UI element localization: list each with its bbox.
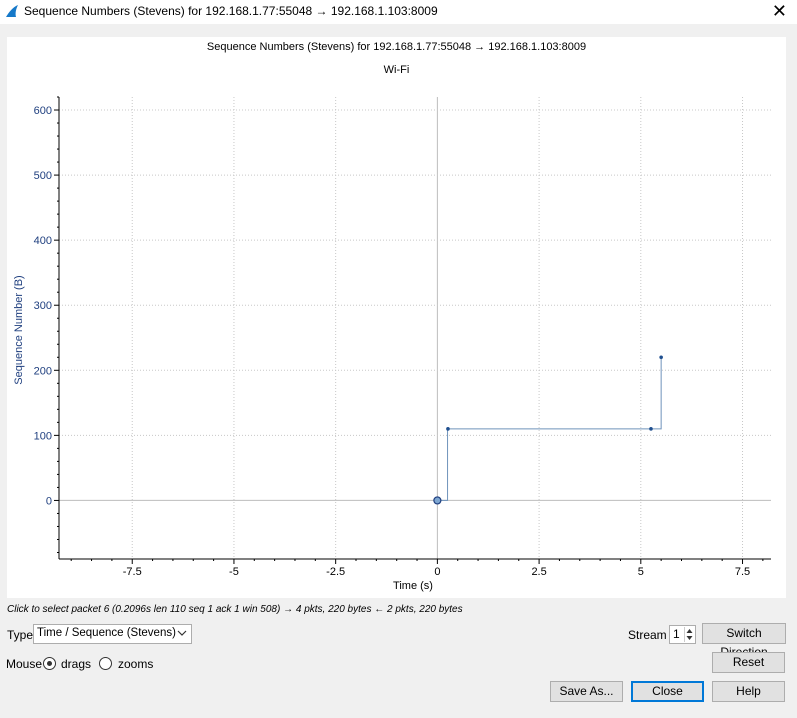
stream-label: Stream — [628, 628, 667, 642]
packet-point[interactable] — [659, 355, 663, 360]
spin-arrows-icon[interactable] — [684, 627, 694, 642]
x-tick-label: -7.5 — [123, 566, 142, 578]
x-tick-label: 5 — [638, 566, 644, 578]
x-tick-label: -5 — [229, 566, 239, 578]
type-select-value: Time / Sequence (Stevens) — [37, 627, 176, 639]
status-hint: Click to select packet 6 (0.2096s len 11… — [7, 604, 463, 615]
y-tick-label: 0 — [46, 495, 52, 507]
window-title: Sequence Numbers (Stevens) for 192.168.1… — [24, 4, 438, 18]
help-button[interactable]: Help — [712, 681, 785, 702]
type-label: Type — [7, 628, 34, 642]
x-tick-label: 7.5 — [735, 566, 750, 578]
y-tick-label: 500 — [34, 170, 52, 182]
close-window-icon[interactable]: ✕ — [771, 1, 787, 21]
y-tick-label: 600 — [34, 105, 52, 117]
x-tick-label: 0 — [434, 566, 440, 578]
series — [433, 355, 663, 505]
x-axis-label: Time (s) — [393, 580, 433, 592]
y-tick-label: 200 — [34, 365, 52, 377]
drags-radio[interactable] — [43, 657, 56, 670]
y-tick-label: 300 — [34, 300, 52, 312]
y-axis-label: Sequence Number (B) — [13, 275, 25, 384]
title-bar: Sequence Numbers (Stevens) for 192.168.1… — [0, 0, 797, 24]
mouse-label: Mouse — [6, 657, 43, 671]
chart-subtitle: Wi-Fi — [383, 64, 410, 76]
chart-title: Sequence Numbers (Stevens) for 192.168.1… — [206, 41, 587, 53]
axes: -7.5 -5 -2.5 0 2.5 5 7.5 0 100 200 300 400 500 600 — [34, 96, 771, 578]
close-button[interactable]: Close — [631, 681, 704, 702]
stream-spinbox[interactable]: 1 — [669, 625, 696, 644]
selected-packet-point[interactable] — [433, 496, 442, 505]
y-tick-label: 400 — [34, 235, 52, 247]
packet-point[interactable] — [446, 427, 450, 431]
save-as-button[interactable]: Save As... — [550, 681, 623, 702]
x-tick-label: 2.5 — [531, 566, 546, 578]
plot-svg[interactable]: -7.5 -5 -2.5 0 2.5 5 7.5 0 100 200 300 400 500 600 Ti… — [7, 37, 786, 598]
zooms-radio[interactable] — [99, 657, 112, 670]
reset-button[interactable]: Reset — [712, 652, 785, 673]
graph-area[interactable]: Sequence Numbers (Stevens) for 192.168.1… — [7, 37, 786, 598]
zooms-label[interactable]: zooms — [118, 657, 154, 671]
stream-value: 1 — [673, 627, 680, 641]
packet-point[interactable] — [649, 427, 653, 431]
chevron-down-icon — [177, 630, 187, 636]
type-select[interactable]: Time / Sequence (Stevens) — [33, 624, 192, 644]
sequence-step-line — [437, 357, 662, 501]
x-tick-label: -2.5 — [326, 566, 345, 578]
switch-direction-button[interactable]: Switch Direction — [702, 623, 786, 659]
grid-lines — [59, 97, 771, 559]
y-tick-label: 100 — [34, 430, 52, 442]
drags-label[interactable]: drags — [61, 657, 92, 671]
wireshark-fin-icon — [6, 5, 18, 17]
